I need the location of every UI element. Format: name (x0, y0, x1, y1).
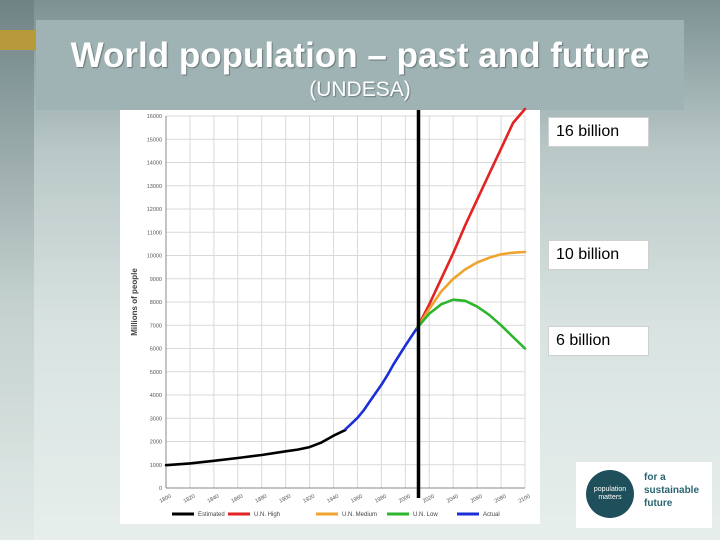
y-tick-label: 11000 (147, 230, 162, 236)
logo-mark: population matters (586, 470, 634, 518)
legend-label: Actual (483, 512, 500, 518)
slide-subtitle: (UNDESA) (309, 78, 411, 101)
series-line-actual (344, 326, 419, 431)
y-tick-label: 9000 (150, 277, 162, 283)
bookmark-accent (0, 30, 46, 50)
y-tick-label: 1000 (150, 463, 162, 469)
x-tick-label: 1920 (302, 494, 316, 505)
x-tick-label: 2060 (470, 494, 484, 505)
y-tick-label: 6000 (150, 347, 162, 353)
logo-name-line1: population (593, 486, 627, 493)
x-tick-label: 1860 (231, 494, 245, 505)
y-tick-label: 12000 (147, 207, 162, 213)
series-line-u-n-medium (415, 250, 527, 329)
y-tick-label: 13000 (147, 184, 162, 190)
logo: population matters for a sustainable fut… (576, 462, 712, 528)
y-tick-label: 8000 (150, 300, 162, 306)
y-axis-label: Millions of people (130, 268, 139, 336)
y-tick-label: 4000 (150, 393, 162, 399)
y-tick-label: 5000 (150, 370, 162, 376)
logo-tagline-line2: sustainable (644, 485, 700, 496)
y-tick-label: 10000 (147, 254, 162, 260)
x-tick-label: 2020 (422, 494, 436, 505)
x-tick-label: 2080 (494, 494, 508, 505)
y-tick-label: 16000 (147, 114, 162, 120)
legend-label: U.N. High (254, 512, 280, 518)
callout-low: 6 billion (548, 326, 649, 356)
x-tick-label: 1880 (254, 494, 268, 505)
x-tick-label: 1820 (183, 494, 197, 505)
logo-name-line2: matters (598, 494, 622, 501)
slide-title: World population – past and future (70, 36, 650, 75)
x-tick-label: 1980 (374, 494, 388, 505)
x-tick-label: 1840 (207, 494, 221, 505)
series-line-u-n-high (415, 107, 527, 329)
callout-medium: 10 billion (548, 240, 649, 270)
y-tick-label: 15000 (147, 137, 162, 143)
legend-label: U.N. Low (413, 512, 438, 518)
logo-tagline: for a sustainable future (644, 471, 708, 510)
x-tick-label: 1960 (350, 494, 364, 505)
title-banner: World population – past and future (UNDE… (36, 20, 684, 110)
y-tick-label: 3000 (150, 416, 162, 422)
y-tick-label: 2000 (150, 440, 162, 446)
x-tick-label: 1940 (326, 494, 340, 505)
legend-label: U.N. Medium (342, 512, 377, 518)
x-tick-label: 1800 (159, 494, 173, 505)
y-tick-label: 7000 (150, 323, 162, 329)
y-tick-label: 14000 (147, 161, 162, 167)
series-line-u-n-low (415, 298, 527, 350)
x-tick-label: 2100 (518, 494, 532, 505)
side-stripe (0, 0, 34, 540)
y-tick-label: 0 (159, 486, 162, 492)
x-tick-label: 2000 (398, 494, 412, 505)
legend-label: Estimated (198, 512, 225, 518)
series-line-estimated (164, 428, 347, 467)
x-tick-label: 1900 (278, 494, 292, 505)
logo-tagline-line3: future (644, 498, 673, 509)
callout-high: 16 billion (548, 117, 649, 147)
x-tick-label: 2040 (446, 494, 460, 505)
logo-tagline-line1: for a (644, 472, 666, 483)
